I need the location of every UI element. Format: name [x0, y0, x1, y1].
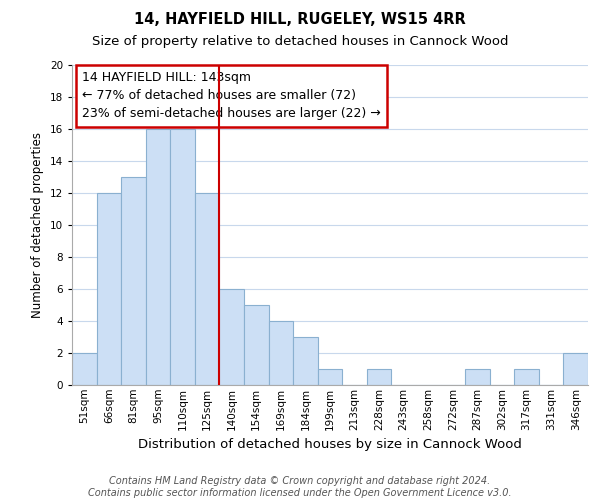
X-axis label: Distribution of detached houses by size in Cannock Wood: Distribution of detached houses by size … [138, 438, 522, 451]
Bar [269, 321, 293, 385]
Bar [195, 193, 220, 385]
Bar [563, 353, 588, 385]
Bar [220, 289, 244, 385]
Bar [293, 337, 318, 385]
Bar [170, 129, 195, 385]
Bar [367, 369, 391, 385]
Text: 14 HAYFIELD HILL: 143sqm
← 77% of detached houses are smaller (72)
23% of semi-d: 14 HAYFIELD HILL: 143sqm ← 77% of detach… [82, 72, 381, 120]
Bar [465, 369, 490, 385]
Bar [97, 193, 121, 385]
Text: Contains HM Land Registry data © Crown copyright and database right 2024.
Contai: Contains HM Land Registry data © Crown c… [88, 476, 512, 498]
Bar [146, 129, 170, 385]
Bar [121, 177, 146, 385]
Y-axis label: Number of detached properties: Number of detached properties [31, 132, 44, 318]
Text: 14, HAYFIELD HILL, RUGELEY, WS15 4RR: 14, HAYFIELD HILL, RUGELEY, WS15 4RR [134, 12, 466, 28]
Bar [514, 369, 539, 385]
Text: Size of property relative to detached houses in Cannock Wood: Size of property relative to detached ho… [92, 35, 508, 48]
Bar [318, 369, 342, 385]
Bar [72, 353, 97, 385]
Bar [244, 305, 269, 385]
